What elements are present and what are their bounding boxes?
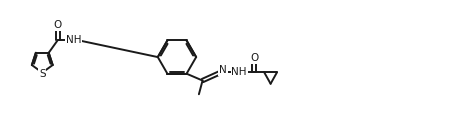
Text: S: S <box>39 69 45 79</box>
Text: NH: NH <box>66 35 82 45</box>
Text: N: N <box>219 65 227 75</box>
Text: O: O <box>250 53 258 63</box>
Text: O: O <box>54 20 62 30</box>
Text: NH: NH <box>231 67 247 77</box>
